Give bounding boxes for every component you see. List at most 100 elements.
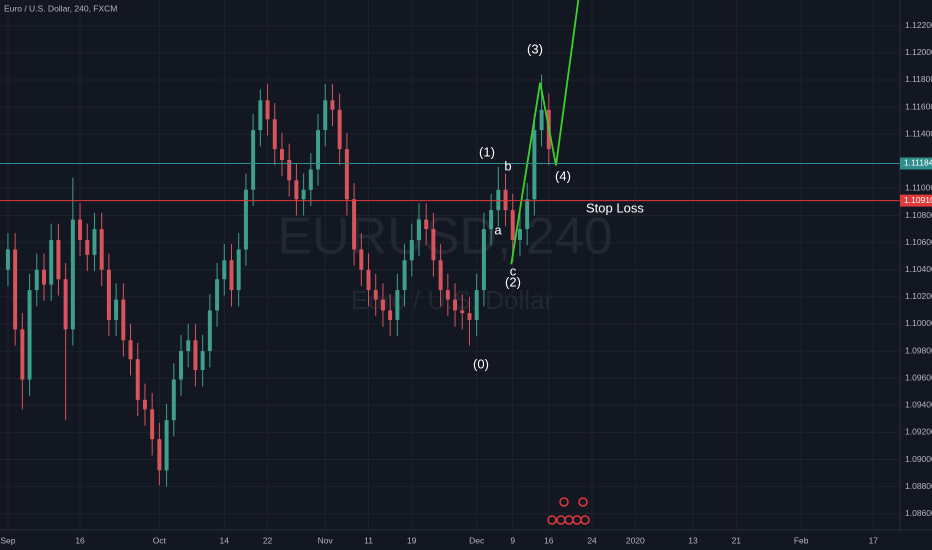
x-tick-label: 2020 <box>626 535 645 545</box>
candle-body <box>330 100 335 110</box>
candle-body <box>258 100 263 131</box>
x-tick-label: 11 <box>364 535 373 545</box>
candle-body <box>496 189 501 211</box>
x-tick-label: Dec <box>469 535 485 545</box>
candle-body <box>409 239 414 261</box>
y-tick-label: 1.09600 <box>905 372 932 382</box>
y-tick-label: 1.12000 <box>905 47 932 57</box>
candle-body <box>200 351 205 371</box>
candle-body <box>207 310 212 352</box>
candle-body <box>438 260 443 291</box>
candle-body <box>373 290 378 300</box>
x-tick-label: 16 <box>75 535 85 545</box>
candle-body <box>445 290 450 300</box>
candle-body <box>481 229 486 291</box>
candle-body <box>366 269 371 291</box>
candle-body <box>294 180 299 200</box>
candle-body <box>5 249 10 270</box>
candle-body <box>78 219 83 240</box>
candle-body <box>171 379 176 421</box>
x-tick-label: 17 <box>869 535 879 545</box>
candle-body <box>489 210 494 230</box>
candle-body <box>20 329 25 380</box>
candle-body <box>142 399 147 410</box>
candle-body <box>27 290 32 380</box>
wave-label: a <box>494 222 502 237</box>
candle-body <box>186 340 191 352</box>
x-tick-label: Nov <box>318 535 334 545</box>
wave-label: (1) <box>479 144 495 159</box>
y-tick-label: 1.08800 <box>905 481 932 491</box>
wave-label: Stop Loss <box>586 200 644 215</box>
candle-body <box>251 130 256 190</box>
candle-body <box>539 109 544 131</box>
candle-body <box>49 239 54 285</box>
candle-body <box>279 149 284 160</box>
x-tick-label: 14 <box>220 535 230 545</box>
y-tick-label: 1.09800 <box>905 345 932 355</box>
y-tick-label: 1.10200 <box>905 291 932 301</box>
candle-body <box>99 229 104 270</box>
axes: 1.08600 1.08800 1.09000 1.09200 1.09400 1.096… <box>0 20 932 545</box>
candle-body <box>114 299 119 320</box>
candle-body <box>316 130 321 170</box>
y-tick-label: 1.11000 <box>905 183 932 193</box>
y-tick-label: 1.11400 <box>905 128 932 138</box>
wave-label: c <box>510 263 517 278</box>
y-tick-label: 1.11600 <box>905 101 932 111</box>
toolbar-icons <box>547 497 590 525</box>
candle-body <box>265 100 270 120</box>
candle-body <box>222 260 227 280</box>
candle-body <box>532 130 537 200</box>
x-tick-label: 16 <box>544 535 554 545</box>
candle-body <box>510 210 515 240</box>
candle-body <box>179 351 183 380</box>
y-tick-label: 1.10800 <box>905 210 932 220</box>
candle-body <box>417 219 421 240</box>
candle-body <box>517 229 522 240</box>
y-tick-label: 1.09400 <box>905 400 932 410</box>
price-label-box <box>900 157 932 170</box>
candle-body <box>308 169 313 190</box>
candle-body <box>106 269 111 320</box>
candle-body <box>323 100 328 131</box>
candle-body <box>56 239 61 280</box>
chart-title: Euro / U.S. Dollar, 240, FXCM <box>4 3 117 13</box>
candle-body <box>135 359 140 400</box>
candle-body <box>301 189 306 200</box>
x-tick-label: 9 <box>510 535 515 545</box>
x-tick-label: 13 <box>688 535 698 545</box>
wave-label: b <box>504 158 511 173</box>
price-label-box <box>900 194 932 207</box>
candle-body <box>157 439 162 471</box>
candle-body <box>34 269 39 291</box>
candle-body <box>453 299 458 311</box>
watermark: EURUSD, 240 <box>277 208 612 266</box>
candle-body <box>85 239 90 255</box>
candle-body <box>388 310 393 320</box>
candle-body <box>13 249 18 330</box>
plot-area <box>5 0 580 487</box>
candle-body <box>380 299 385 311</box>
candle-body <box>474 290 479 320</box>
candle-body <box>431 229 436 261</box>
candle-body <box>467 313 472 320</box>
y-tick-label: 1.09000 <box>905 454 932 464</box>
candle-body <box>359 249 364 270</box>
price-label: 1.11184 <box>904 158 932 168</box>
candle-body <box>229 260 234 291</box>
y-tick-label: 1.10400 <box>905 264 932 274</box>
x-tick-label: 22 <box>263 535 273 545</box>
overlay: (0) (1) b a c(2) (3) (4) Stop Loss <box>0 41 900 371</box>
candle-body <box>352 199 357 250</box>
wave-label: (2) <box>505 274 521 289</box>
candle-body <box>243 189 248 250</box>
candle-body <box>287 159 292 181</box>
x-tick-label: 24 <box>587 535 597 545</box>
price-label: 1.10910 <box>904 195 932 205</box>
candle-body <box>424 219 429 230</box>
candle-body <box>215 279 220 311</box>
candle-body <box>236 249 241 291</box>
